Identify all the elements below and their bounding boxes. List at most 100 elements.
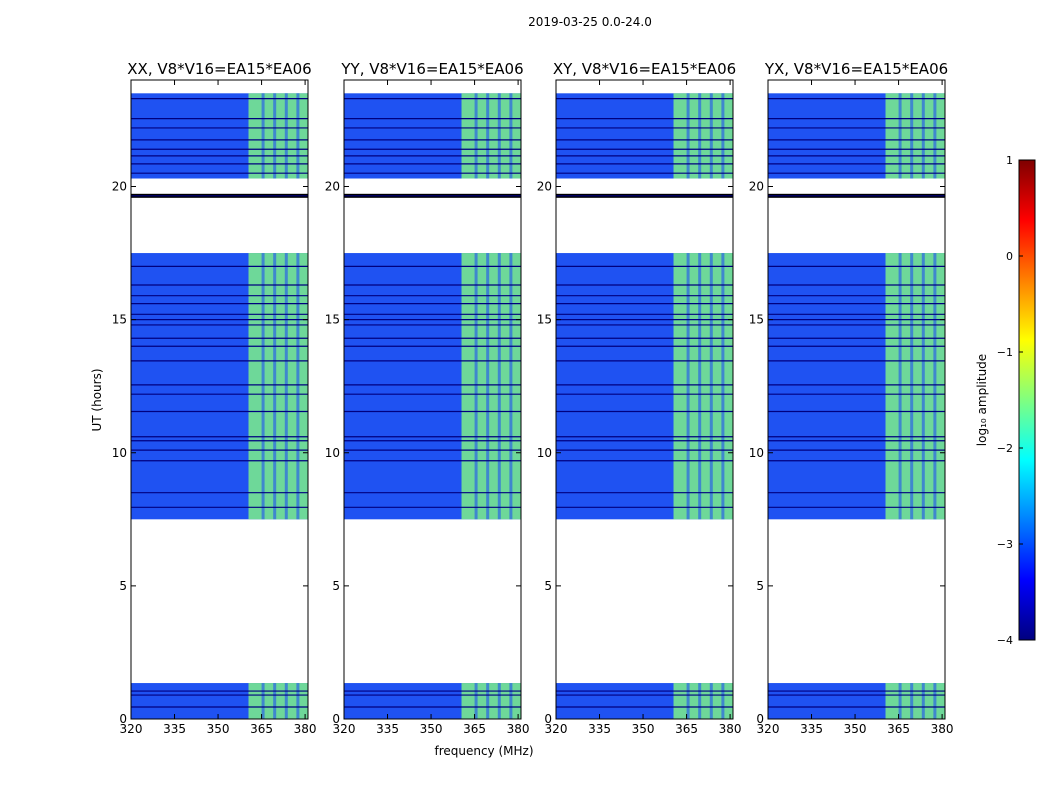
band-stripe bbox=[486, 253, 490, 520]
band-stripe bbox=[910, 683, 914, 719]
x-tick-label: 365 bbox=[887, 722, 910, 736]
y-tick-label: 20 bbox=[112, 180, 127, 194]
colorbar-tick-label: 0 bbox=[1006, 250, 1013, 263]
x-tick-label: 335 bbox=[800, 722, 823, 736]
x-tick-label: 350 bbox=[207, 722, 230, 736]
y-tick-label: 0 bbox=[332, 712, 340, 726]
band-stripe bbox=[933, 93, 937, 179]
y-tick-label: 10 bbox=[112, 446, 127, 460]
panel-frame bbox=[343, 79, 522, 720]
x-tick-label: 335 bbox=[588, 722, 611, 736]
colorbar-tick-label: −4 bbox=[997, 634, 1013, 647]
y-tick-label: 20 bbox=[537, 180, 552, 194]
x-tick-label: 320 bbox=[757, 722, 780, 736]
y-tick-label: 15 bbox=[537, 313, 552, 327]
x-tick-label: 365 bbox=[675, 722, 698, 736]
panel-title: XX, V8*V16=EA15*EA06 bbox=[127, 60, 311, 78]
band-stripe bbox=[933, 253, 937, 520]
x-tick-label: 320 bbox=[333, 722, 356, 736]
y-tick-label: 20 bbox=[325, 180, 340, 194]
panel-frame bbox=[767, 79, 946, 720]
x-tick-label: 365 bbox=[250, 722, 273, 736]
band-stripe bbox=[721, 253, 725, 520]
band-stripe bbox=[898, 253, 902, 520]
band-stripe bbox=[910, 253, 914, 520]
y-tick-label: 10 bbox=[537, 446, 552, 460]
band-stripe bbox=[474, 93, 478, 179]
band-stripe bbox=[898, 683, 902, 719]
y-tick-label: 20 bbox=[749, 180, 764, 194]
panels: XX, V8*V16=EA15*EA06 320 335 350 365 380 0 5 10 1… bbox=[112, 60, 954, 736]
colorbar: −4 −3 −2 −1 0 1 log₁₀ amplitude bbox=[975, 154, 1036, 647]
band-stripe bbox=[921, 683, 925, 719]
band-stripe bbox=[284, 253, 288, 520]
band-stripe bbox=[486, 683, 490, 719]
band-stripe bbox=[486, 93, 490, 179]
y-tick-label: 5 bbox=[119, 579, 127, 593]
x-tick-label: 380 bbox=[719, 722, 742, 736]
y-tick-label: 15 bbox=[325, 313, 340, 327]
y-tick-label: 15 bbox=[749, 313, 764, 327]
band-stripe bbox=[261, 683, 265, 719]
colorbar-tick-label: −3 bbox=[997, 538, 1013, 551]
y-tick-label: 15 bbox=[112, 313, 127, 327]
panel-frame bbox=[130, 79, 309, 720]
band-stripe bbox=[509, 683, 513, 719]
y-tick-label: 10 bbox=[749, 446, 764, 460]
y-tick-label: 5 bbox=[332, 579, 340, 593]
panel-3: XY, V8*V16=EA15*EA06 320 335 350 365 380 0 5 10 1… bbox=[537, 60, 742, 736]
x-tick-label: 365 bbox=[463, 722, 486, 736]
band-stripe bbox=[686, 93, 690, 179]
x-tick-label: 350 bbox=[844, 722, 867, 736]
band-stripe bbox=[709, 683, 713, 719]
panel-4: YX, V8*V16=EA15*EA06 320 335 350 365 380 0 5 10 1… bbox=[749, 60, 954, 736]
band-stripe bbox=[921, 253, 925, 520]
band-stripe bbox=[509, 253, 513, 520]
x-tick-label: 320 bbox=[120, 722, 143, 736]
band-stripe bbox=[698, 253, 702, 520]
figure-title: 2019-03-25 0.0-24.0 bbox=[528, 15, 652, 29]
x-tick-label: 335 bbox=[376, 722, 399, 736]
band-stripe bbox=[273, 253, 277, 520]
y-tick-label: 0 bbox=[756, 712, 764, 726]
colorbar-tick-label: 1 bbox=[1006, 154, 1013, 167]
band-stripe bbox=[698, 93, 702, 179]
colorbar-bar bbox=[1018, 159, 1036, 641]
y-tick-label: 0 bbox=[119, 712, 127, 726]
band-stripe bbox=[273, 683, 277, 719]
panel-2: YY, V8*V16=EA15*EA06 320 335 350 365 380 0 5 10 1… bbox=[325, 60, 530, 736]
band-stripe bbox=[686, 253, 690, 520]
band-stripe bbox=[497, 683, 501, 719]
y-axis-label: UT (hours) bbox=[90, 368, 104, 431]
band-stripe bbox=[686, 683, 690, 719]
band-stripe bbox=[933, 683, 937, 719]
y-tick-label: 5 bbox=[544, 579, 552, 593]
band-stripe bbox=[261, 253, 265, 520]
x-axis-label: frequency (MHz) bbox=[434, 744, 533, 758]
band-stripe bbox=[709, 93, 713, 179]
colorbar-label: log₁₀ amplitude bbox=[975, 354, 989, 446]
band-stripe bbox=[296, 93, 300, 179]
colorbar-tick-label: −2 bbox=[997, 442, 1013, 455]
panel-title: YX, V8*V16=EA15*EA06 bbox=[764, 60, 948, 78]
panel-title: YY, V8*V16=EA15*EA06 bbox=[340, 60, 523, 78]
band-stripe bbox=[910, 93, 914, 179]
panel-title: XY, V8*V16=EA15*EA06 bbox=[553, 60, 736, 78]
band-stripe bbox=[474, 683, 478, 719]
panel-1: XX, V8*V16=EA15*EA06 320 335 350 365 380 0 5 10 1… bbox=[112, 60, 317, 736]
band-stripe bbox=[497, 93, 501, 179]
x-tick-label: 335 bbox=[163, 722, 186, 736]
colorbar-tick-label: −1 bbox=[997, 346, 1013, 359]
band-stripe bbox=[273, 93, 277, 179]
band-stripe bbox=[261, 93, 265, 179]
band-stripe bbox=[698, 683, 702, 719]
x-tick-label: 380 bbox=[507, 722, 530, 736]
band-stripe bbox=[296, 253, 300, 520]
band-stripe bbox=[474, 253, 478, 520]
x-tick-label: 350 bbox=[420, 722, 443, 736]
x-tick-label: 380 bbox=[294, 722, 317, 736]
band-stripe bbox=[509, 93, 513, 179]
y-tick-label: 10 bbox=[325, 446, 340, 460]
panel-frame bbox=[555, 79, 734, 720]
band-stripe bbox=[898, 93, 902, 179]
